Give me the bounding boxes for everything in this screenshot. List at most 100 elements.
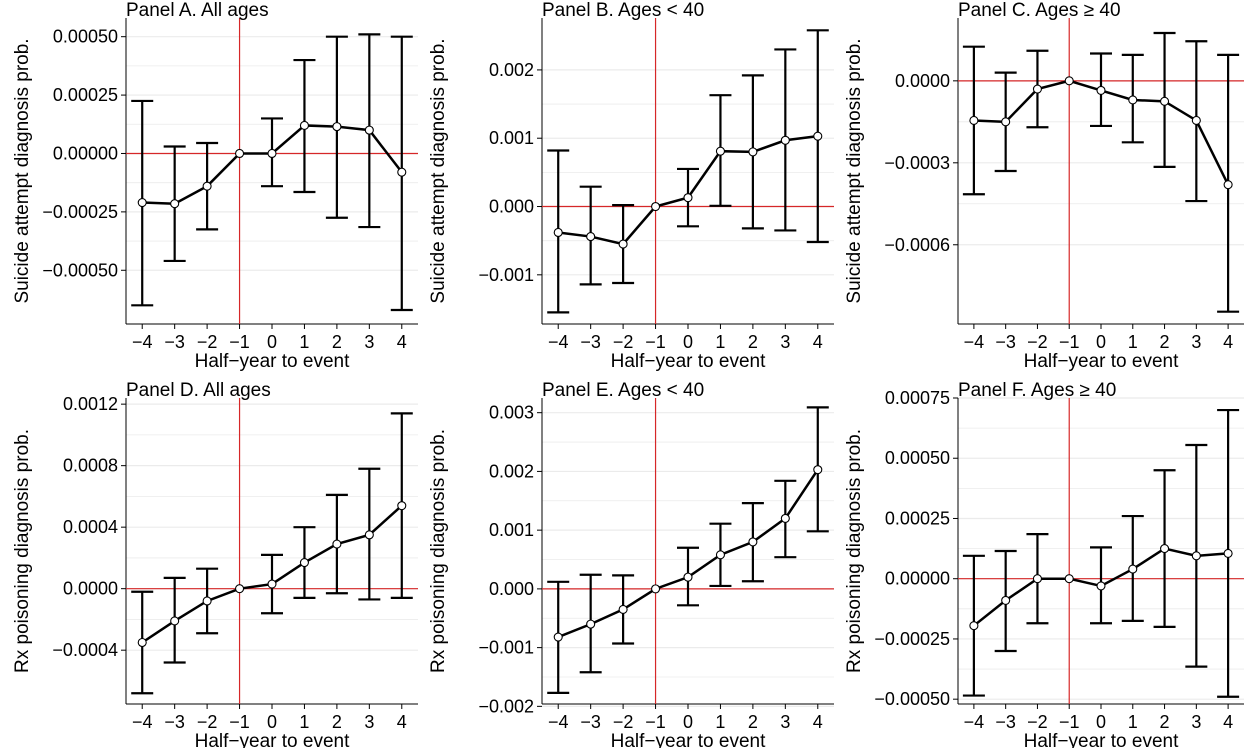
estimate-point: [780, 135, 790, 145]
panel-e: −0.002 −0.001 0.000 0.001 0.002 0.003 −4 −3 −2 −1…: [428, 380, 834, 748]
x-tick-label: 4: [397, 712, 407, 732]
estimate-point: [683, 572, 693, 582]
estimate-point: [332, 122, 342, 132]
estimate-point: [618, 604, 628, 614]
x-tick-label: −4: [964, 332, 985, 352]
x-tick-label: 1: [1128, 332, 1138, 352]
x-tick-label: −4: [548, 332, 569, 352]
estimate-point: [1160, 96, 1170, 106]
estimate-point: [1064, 574, 1074, 584]
x-tick-label: −2: [197, 712, 218, 732]
y-tick-label: 0.00025: [53, 85, 118, 105]
estimate-point: [137, 637, 147, 648]
estimate-point: [553, 632, 563, 642]
x-tick-label: 3: [364, 332, 374, 352]
y-tick-label: −0.0004: [52, 640, 118, 660]
x-tick-label: −1: [645, 712, 666, 732]
x-tick-label: 1: [299, 332, 309, 352]
panel-title: Panel F. Ages ≥ 40: [958, 380, 1116, 401]
estimate-point: [715, 146, 725, 156]
x-tick-label: −2: [1027, 332, 1048, 352]
y-tick-label: −0.0006: [884, 235, 950, 255]
panel-a: −0.00050−0.000250.000000.000250.00050−4−…: [12, 0, 418, 372]
estimate-point: [586, 232, 596, 242]
estimate-point: [748, 537, 758, 547]
y-tick-label: 0.0000: [63, 579, 118, 599]
x-tick-label: −3: [995, 332, 1016, 352]
x-tick-label: 3: [1191, 712, 1201, 732]
x-tick-label: −3: [580, 712, 601, 732]
y-axis-label: Suicide attempt diagnosis prob.: [428, 38, 449, 303]
x-tick-label: 0: [267, 332, 277, 352]
panel-b: −0.001 0.000 0.001 0.002 −4 −3 −2 −1 0 1 2 3 4 Panel …: [428, 0, 834, 372]
y-tick-label: 0.0004: [63, 517, 118, 537]
estimate-point: [748, 147, 758, 157]
y-tick-label: 0.0000: [895, 71, 950, 91]
x-tick-label: −1: [1059, 712, 1080, 732]
x-tick-label: −3: [164, 712, 185, 732]
x-tick-label: 2: [748, 712, 758, 732]
x-tick-label: −3: [580, 332, 601, 352]
x-tick-label: −1: [229, 332, 250, 352]
estimate-point: [267, 148, 277, 159]
y-tick-label: 0.003: [489, 403, 534, 423]
estimate-point: [397, 501, 407, 511]
estimate-point: [1064, 76, 1074, 86]
x-tick-label: −4: [548, 712, 569, 732]
x-axis-label: Half−year to event: [611, 731, 766, 748]
estimate-point: [364, 125, 374, 135]
x-tick-label: 4: [813, 712, 823, 732]
y-tick-label: −0.00050: [874, 689, 950, 709]
estimate-point: [1128, 95, 1138, 105]
x-tick-label: 3: [364, 712, 374, 732]
estimate-point: [170, 199, 180, 209]
x-tick-label: −3: [995, 712, 1016, 732]
estimate-point: [332, 539, 342, 549]
x-tick-label: −3: [164, 332, 185, 352]
y-tick-label: 0.000: [489, 197, 534, 217]
estimate-point: [1191, 115, 1201, 126]
y-tick-label: 0.001: [489, 520, 534, 540]
y-axis-label: Rx poisoning diagnosis prob.: [12, 429, 33, 673]
x-tick-label: −1: [229, 712, 250, 732]
x-tick-label: −4: [132, 712, 153, 732]
x-tick-label: 2: [1160, 712, 1170, 732]
x-axis-label: Half−year to event: [195, 731, 350, 748]
estimate-point: [715, 550, 725, 560]
estimate-point: [780, 513, 790, 523]
y-tick-label: 0.00025: [885, 508, 950, 528]
x-tick-label: 3: [780, 332, 790, 352]
panel-title: Panel C. Ages ≥ 40: [958, 0, 1121, 21]
x-axis-label: Half−year to event: [611, 351, 766, 372]
estimate-point: [202, 596, 212, 606]
x-axis-label: Half−year to event: [195, 351, 350, 372]
x-tick-label: 4: [397, 332, 407, 352]
estimate-point: [969, 115, 979, 126]
y-tick-label: −0.00050: [42, 260, 118, 280]
x-tick-label: 3: [1191, 332, 1201, 352]
estimate-point: [397, 167, 407, 177]
estimate-point: [235, 584, 245, 594]
y-tick-label: −0.00025: [874, 629, 950, 649]
estimate-point: [1191, 551, 1201, 561]
estimate-point: [1128, 564, 1138, 574]
estimate-point: [651, 584, 661, 594]
x-tick-label: −2: [197, 332, 218, 352]
x-tick-label: 0: [267, 712, 277, 732]
y-axis-label: Suicide attempt diagnosis prob.: [844, 38, 865, 303]
y-tick-label: 0.00050: [53, 27, 118, 47]
y-tick-label: 0.0008: [63, 456, 118, 476]
estimate-point: [683, 193, 693, 203]
panel-title: Panel E. Ages < 40: [542, 380, 704, 401]
x-tick-label: 4: [1223, 712, 1233, 732]
estimate-point: [202, 181, 212, 191]
estimate-point: [1096, 581, 1106, 591]
x-axis-label: Half−year to event: [1024, 731, 1179, 748]
estimate-point: [969, 621, 979, 631]
y-tick-label: 0.002: [489, 60, 534, 80]
y-tick-label: −0.001: [478, 638, 534, 658]
x-tick-label: 0: [1096, 332, 1106, 352]
y-tick-label: 0.001: [489, 128, 534, 148]
estimate-point: [1032, 574, 1042, 584]
